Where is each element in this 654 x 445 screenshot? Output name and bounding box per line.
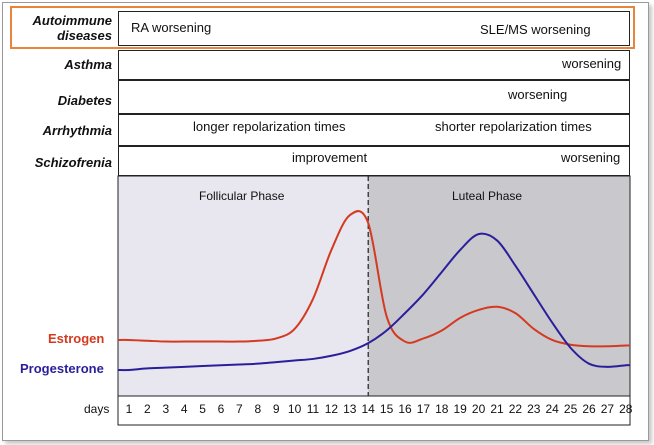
luteal-phase-label: Luteal Phase <box>452 189 523 203</box>
x-tick-day-24: 24 <box>545 402 559 416</box>
row-box-asthma <box>118 50 630 80</box>
x-tick-day-3: 3 <box>162 402 170 416</box>
series-line-estrogen <box>117 210 631 348</box>
row-label-asthma: Asthma <box>64 57 112 72</box>
autoimmune-left-text: RA worsening <box>131 20 212 35</box>
schizofrenia-right-text: worsening <box>561 150 621 165</box>
x-tick-day-4: 4 <box>180 402 188 416</box>
legend-estrogen: Estrogen <box>48 331 105 346</box>
autoimmune-right-text: SLE/MS worsening <box>480 22 591 37</box>
row-label-diabetes: Diabetes <box>57 93 112 108</box>
follicular-phase-background <box>118 176 369 396</box>
x-tick-day-11: 11 <box>306 402 320 416</box>
row-box-autoimmune <box>118 11 630 46</box>
x-tick-day-19: 19 <box>453 402 467 416</box>
row-label-autoimmune-line1: Autoimmune <box>32 13 112 28</box>
x-tick-day-13: 13 <box>343 402 357 416</box>
diabetes-right-text: worsening <box>508 87 568 102</box>
x-tick-day-12: 12 <box>324 402 339 416</box>
x-tick-day-8: 8 <box>254 402 262 416</box>
x-tick-day-14: 14 <box>361 402 375 416</box>
luteal-phase-background <box>368 176 630 396</box>
x-tick-day-20: 20 <box>471 402 486 416</box>
x-tick-day-6: 6 <box>217 402 225 416</box>
x-tick-day-27: 27 <box>600 402 615 416</box>
x-tick-day-7: 7 <box>236 402 243 416</box>
row-box-arrhythmia <box>118 114 630 146</box>
x-tick-day-28: 28 <box>619 402 633 416</box>
row-box-diabetes <box>118 80 630 114</box>
row-label-autoimmune-line2: diseases <box>57 28 112 43</box>
row-label-arrhythmia: Arrhythmia <box>42 123 112 138</box>
x-tick-day-23: 23 <box>527 402 541 416</box>
x-tick-day-17: 17 <box>416 402 431 416</box>
x-tick-day-1: 1 <box>125 402 133 416</box>
x-tick-day-25: 25 <box>563 402 578 416</box>
row-label-schizofrenia: Schizofrenia <box>34 155 112 170</box>
x-tick-day-5: 5 <box>199 402 206 416</box>
x-tick-day-15: 15 <box>379 402 394 416</box>
x-tick-day-2: 2 <box>144 402 151 416</box>
autoimmune-highlight-box <box>10 6 635 49</box>
days-axis-label: days <box>84 402 110 416</box>
asthma-right-text: worsening <box>562 56 622 71</box>
x-tick-day-10: 10 <box>287 402 302 416</box>
x-tick-day-22: 22 <box>508 402 523 416</box>
x-tick-day-21: 21 <box>490 402 504 416</box>
series-line-progesterone <box>117 232 631 372</box>
arrhythmia-left-text: longer repolarization times <box>193 119 346 134</box>
schizofrenia-center-text: improvement <box>292 150 368 165</box>
x-tick-day-26: 26 <box>582 402 596 416</box>
x-tick-day-18: 18 <box>435 402 449 416</box>
row-label-autoimmune: Autoimmune diseases <box>4 13 112 43</box>
legend-progesterone: Progesterone <box>20 361 104 376</box>
arrhythmia-right-text: shorter repolarization times <box>435 119 592 134</box>
x-tick-day-9: 9 <box>272 402 280 416</box>
follicular-phase-label: Follicular Phase <box>199 189 285 203</box>
x-tick-day-16: 16 <box>398 402 412 416</box>
